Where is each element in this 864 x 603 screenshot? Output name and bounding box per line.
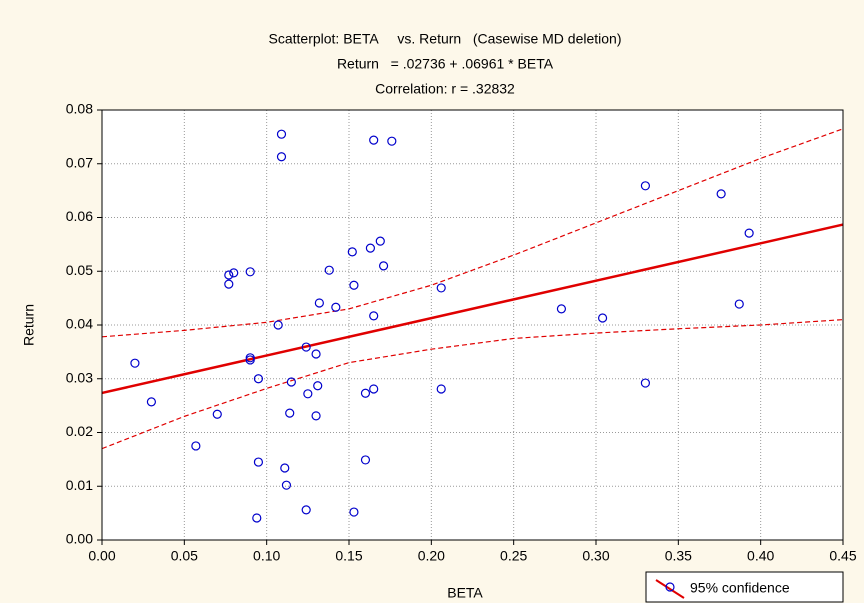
data-point (347, 247, 357, 257)
data-point (273, 320, 283, 330)
data-point (640, 378, 651, 388)
data-point (597, 313, 608, 323)
legend: 95% confidence (645, 571, 844, 603)
data-point (276, 129, 287, 139)
data-point (224, 279, 234, 289)
x-axis-label: BETA (447, 585, 483, 601)
chart-subtitle: Return = .02736 + .06961 * BETA (337, 56, 554, 72)
y-tick-label: 0.06 (66, 208, 93, 224)
legend-marker (665, 582, 675, 592)
data-point (378, 261, 389, 271)
data-point (245, 267, 255, 277)
confidence-upper (101, 128, 844, 338)
y-tick-label: 0.01 (66, 477, 93, 493)
x-tick-label: 0.40 (747, 548, 774, 564)
x-tick-label: 0.25 (500, 548, 527, 564)
chart-title: Scatterplot: BETA vs. Return (Casewise M… (269, 31, 622, 47)
marks (101, 128, 844, 523)
y-tick-label: 0.08 (66, 101, 93, 117)
data-point (224, 270, 234, 280)
data-point (253, 457, 264, 467)
legend-box (645, 571, 844, 603)
data-point (375, 236, 385, 246)
x-tick-label: 0.05 (171, 548, 198, 564)
data-point (369, 384, 379, 394)
data-point (130, 358, 140, 368)
data-point (245, 355, 255, 365)
data-point (436, 384, 446, 394)
x-tick-label: 0.00 (88, 548, 115, 564)
x-tick-label: 0.20 (418, 548, 445, 564)
data-point (286, 377, 296, 387)
data-point (716, 189, 726, 199)
data-point (303, 389, 313, 399)
plot-frame (101, 109, 844, 541)
data-point (314, 298, 324, 308)
data-point (387, 136, 397, 146)
data-point (556, 304, 567, 314)
data-point (324, 265, 334, 275)
annotation: Correlation: r = .32832 (375, 81, 515, 97)
data-point (146, 397, 156, 407)
regression-line (101, 223, 844, 395)
confidence-lower (101, 319, 844, 450)
y-tick-label: 0.02 (66, 423, 93, 439)
data-point (369, 311, 379, 321)
legend-line (655, 579, 685, 599)
data-point (640, 181, 651, 191)
data-point (436, 283, 446, 293)
data-point (365, 243, 376, 253)
data-point (280, 463, 290, 473)
data-point (301, 505, 311, 515)
data-point (285, 408, 295, 418)
data-point (369, 135, 379, 145)
legend-label: 95% confidence (690, 580, 790, 596)
data-point (276, 152, 287, 162)
data-point (252, 513, 262, 523)
y-tick-label: 0.03 (66, 369, 93, 385)
data-point (229, 268, 239, 278)
data-point (301, 342, 311, 352)
data-point (253, 374, 264, 384)
data-point (360, 388, 371, 398)
data-point (331, 302, 341, 312)
data-point (349, 280, 359, 290)
data-point (212, 409, 222, 419)
y-axis-label: Return (21, 304, 37, 346)
data-point (191, 441, 201, 451)
x-tick-label: 0.35 (665, 548, 692, 564)
data-point (734, 299, 744, 309)
y-tick-label: 0.05 (66, 262, 93, 278)
data-point (744, 228, 754, 238)
x-tick-label: 0.45 (829, 548, 856, 564)
data-point (313, 381, 323, 391)
data-point (311, 411, 321, 421)
data-point (281, 480, 292, 490)
data-point (349, 507, 359, 517)
y-tick-label: 0.00 (66, 531, 93, 547)
x-tick-label: 0.30 (582, 548, 609, 564)
data-point (311, 349, 321, 359)
x-tick-label: 0.15 (335, 548, 362, 564)
y-tick-label: 0.04 (66, 316, 93, 332)
data-point (360, 455, 371, 465)
x-tick-label: 0.10 (253, 548, 280, 564)
y-tick-label: 0.07 (66, 154, 93, 170)
